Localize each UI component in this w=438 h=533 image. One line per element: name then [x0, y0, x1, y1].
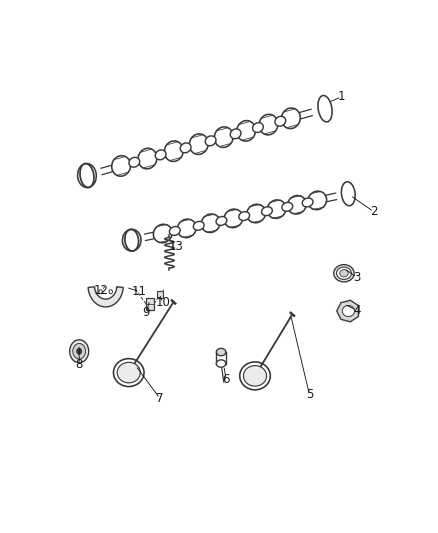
Ellipse shape — [109, 290, 113, 294]
Ellipse shape — [275, 116, 286, 126]
Ellipse shape — [117, 362, 140, 383]
Ellipse shape — [287, 196, 306, 214]
Ellipse shape — [73, 343, 85, 359]
Text: 2: 2 — [370, 205, 378, 218]
Text: 10: 10 — [155, 296, 170, 309]
Ellipse shape — [244, 366, 267, 386]
Ellipse shape — [253, 123, 263, 133]
Ellipse shape — [99, 290, 102, 294]
Ellipse shape — [77, 348, 82, 354]
Ellipse shape — [267, 200, 286, 219]
Ellipse shape — [112, 156, 131, 176]
Text: 1: 1 — [338, 90, 345, 103]
Text: 13: 13 — [169, 240, 184, 253]
Ellipse shape — [201, 214, 220, 232]
Text: 7: 7 — [156, 392, 164, 405]
Text: 12: 12 — [94, 284, 109, 297]
Ellipse shape — [302, 198, 313, 207]
Text: 9: 9 — [143, 306, 150, 319]
Ellipse shape — [214, 127, 233, 148]
Ellipse shape — [261, 207, 272, 216]
Ellipse shape — [247, 204, 265, 223]
Polygon shape — [88, 287, 123, 307]
Polygon shape — [337, 300, 358, 322]
Ellipse shape — [216, 349, 226, 356]
Ellipse shape — [239, 212, 250, 221]
Ellipse shape — [224, 209, 243, 228]
Ellipse shape — [80, 164, 94, 188]
Ellipse shape — [205, 136, 216, 146]
Ellipse shape — [318, 95, 332, 122]
Ellipse shape — [189, 134, 208, 155]
Ellipse shape — [282, 203, 293, 211]
Ellipse shape — [281, 108, 300, 128]
Ellipse shape — [341, 182, 355, 206]
Ellipse shape — [70, 340, 88, 363]
Ellipse shape — [240, 362, 270, 390]
Ellipse shape — [216, 216, 227, 225]
Bar — [146, 298, 154, 310]
Ellipse shape — [336, 267, 351, 279]
Text: 8: 8 — [75, 358, 83, 371]
Text: 4: 4 — [353, 304, 360, 317]
Text: 3: 3 — [353, 271, 360, 284]
Ellipse shape — [340, 270, 348, 277]
Ellipse shape — [153, 224, 172, 243]
Ellipse shape — [334, 265, 354, 282]
Ellipse shape — [164, 141, 183, 161]
Ellipse shape — [113, 359, 144, 386]
Ellipse shape — [180, 143, 191, 153]
Ellipse shape — [170, 227, 180, 236]
Text: 6: 6 — [223, 374, 230, 386]
Bar — [157, 291, 162, 298]
Ellipse shape — [342, 305, 354, 317]
Text: 5: 5 — [306, 388, 313, 401]
Ellipse shape — [155, 150, 166, 160]
Ellipse shape — [193, 221, 204, 230]
Ellipse shape — [129, 157, 140, 167]
Ellipse shape — [259, 114, 278, 135]
Ellipse shape — [237, 120, 255, 141]
Ellipse shape — [216, 360, 226, 367]
Ellipse shape — [177, 219, 196, 238]
Ellipse shape — [138, 148, 157, 169]
Ellipse shape — [230, 129, 241, 139]
Ellipse shape — [125, 229, 138, 251]
Ellipse shape — [308, 191, 327, 209]
Text: 11: 11 — [132, 285, 147, 298]
